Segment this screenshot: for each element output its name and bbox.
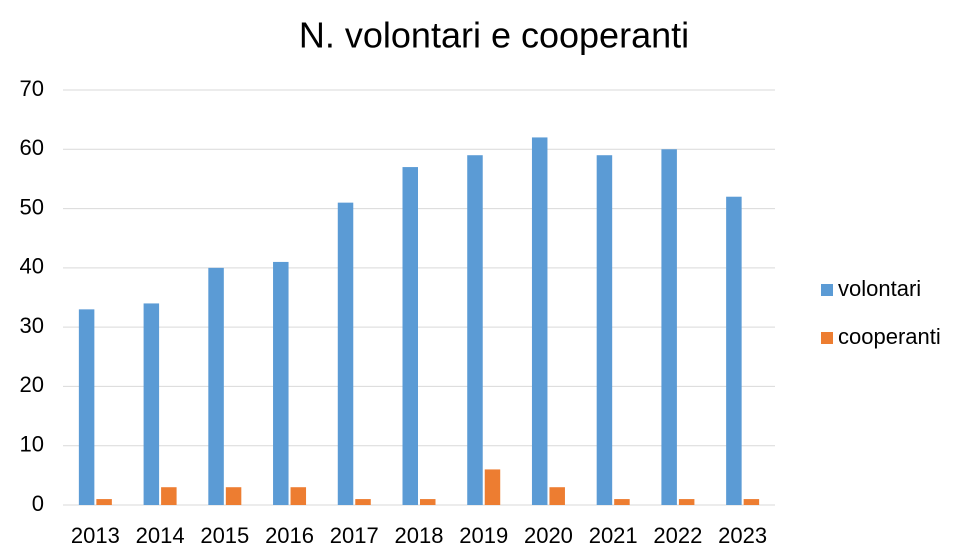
bar [420,499,436,505]
x-tick-label: 2015 [200,523,249,546]
bar [484,469,501,505]
bar [549,487,565,505]
bar [678,499,695,505]
bar [273,261,289,505]
bar [743,499,760,505]
x-tick-label: 2022 [653,523,702,546]
chart-title: N. volontari e cooperanti [299,15,689,56]
y-tick-label: 60 [20,135,44,160]
legend-label: cooperanti [838,324,941,349]
legend-swatch [821,284,833,296]
bar [355,499,371,505]
x-tick-label: 2018 [395,523,444,546]
bar [614,499,630,505]
y-tick-label: 0 [32,491,44,516]
x-tick-label: 2013 [71,523,120,546]
bar [661,149,677,506]
bar [467,155,483,505]
bar [143,303,160,505]
bar [290,487,307,505]
y-tick-label: 20 [20,372,44,397]
bar [78,309,95,505]
bar [402,167,418,506]
bar [337,202,354,505]
x-tick-label: 2019 [459,523,508,546]
x-tick-label: 2020 [524,523,573,546]
x-tick-label: 2021 [589,523,638,546]
bar [726,196,742,505]
x-tick-label: 2014 [136,523,185,546]
y-tick-label: 50 [20,194,44,219]
bar [225,487,242,505]
y-tick-label: 40 [20,254,44,279]
y-tick-label: 30 [20,313,44,338]
x-tick-label: 2016 [265,523,314,546]
x-tick-label: 2023 [718,523,767,546]
bar [596,155,613,505]
bar [161,487,177,505]
bar [531,137,548,505]
y-tick-label: 10 [20,432,44,457]
bar [96,499,112,505]
legend-swatch [821,332,833,344]
legend-label: volontari [838,276,921,301]
bar [208,267,224,505]
x-tick-label: 2017 [330,523,379,546]
y-tick-label: 70 [20,76,44,101]
